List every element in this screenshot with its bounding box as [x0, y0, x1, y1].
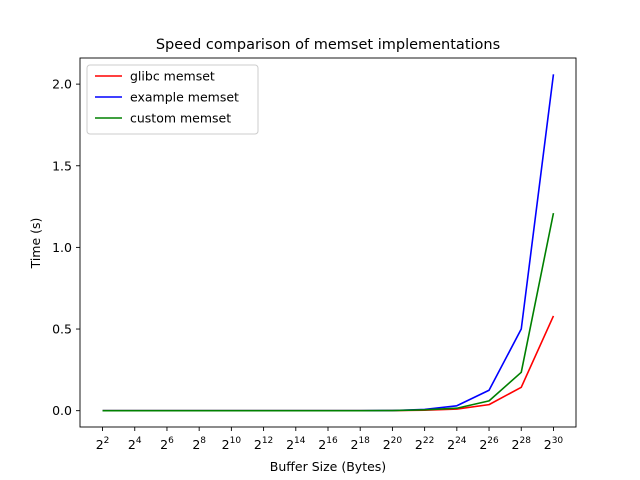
- x-tick-base: 2: [192, 437, 200, 452]
- x-tick-base: 2: [222, 437, 230, 452]
- x-tick-label: 226: [479, 436, 499, 452]
- x-tick-label: 212: [254, 436, 273, 452]
- x-tick-exponent: 14: [294, 436, 306, 446]
- x-tick-label: 218: [351, 436, 371, 452]
- x-tick-label: 222: [415, 436, 434, 452]
- x-tick-exponent: 10: [230, 436, 242, 446]
- x-tick-exponent: 12: [262, 436, 273, 446]
- x-tick-label: 22: [96, 436, 110, 452]
- legend-label: glibc memset: [130, 69, 215, 84]
- y-tick-label: 0.0: [52, 403, 72, 418]
- x-tick-label: 220: [383, 436, 403, 452]
- x-tick-exponent: 22: [423, 436, 434, 446]
- x-tick-exponent: 16: [326, 436, 338, 446]
- x-tick-base: 2: [544, 437, 552, 452]
- x-tick-label: 26: [160, 436, 174, 452]
- x-tick-base: 2: [383, 437, 391, 452]
- x-tick-exponent: 28: [519, 436, 531, 446]
- y-tick-label: 0.5: [52, 322, 72, 337]
- x-tick-base: 2: [96, 437, 104, 452]
- x-tick-base: 2: [286, 437, 294, 452]
- x-tick-base: 2: [128, 437, 136, 452]
- plot-area: 22 24 26 28 210 212 214 216 218 220 222 224 226 228 23…: [52, 57, 577, 452]
- x-tick-exponent: 30: [552, 436, 564, 446]
- x-tick-exponent: 8: [200, 436, 206, 446]
- x-tick-label: 228: [512, 436, 532, 452]
- y-axis-label: Time (s): [28, 218, 43, 270]
- x-tick-exponent: 18: [358, 436, 370, 446]
- x-tick-base: 2: [447, 437, 455, 452]
- legend-label: example memset: [130, 90, 239, 105]
- x-tick-exponent: 24: [455, 436, 467, 446]
- x-tick-label: 216: [318, 436, 338, 452]
- x-tick-exponent: 2: [104, 436, 110, 446]
- series-line-2: [102, 212, 555, 412]
- x-tick-base: 2: [254, 437, 262, 452]
- x-tick-exponent: 4: [136, 436, 142, 446]
- x-tick-label: 214: [286, 436, 306, 452]
- legend: glibc memset example memset custom memset: [86, 64, 259, 135]
- chart-title: Speed comparison of memset implementatio…: [156, 37, 500, 53]
- y-tick-label: 1.0: [52, 240, 72, 255]
- legend-box: [86, 64, 259, 135]
- x-tick-label: 24: [128, 436, 142, 452]
- x-tick-base: 2: [415, 437, 423, 452]
- x-tick-exponent: 6: [168, 436, 174, 446]
- x-tick-label: 230: [544, 436, 564, 452]
- legend-label: custom memset: [130, 111, 231, 126]
- x-tick-exponent: 20: [391, 436, 403, 446]
- x-tick-base: 2: [160, 437, 168, 452]
- x-tick-base: 2: [318, 437, 326, 452]
- x-tick-label: 28: [192, 436, 206, 452]
- x-tick-exponent: 26: [487, 436, 499, 446]
- y-tick-label: 1.5: [52, 158, 72, 173]
- x-tick-base: 2: [512, 437, 520, 452]
- x-tick-base: 2: [479, 437, 487, 452]
- x-axis-label: Buffer Size (Bytes): [270, 459, 386, 474]
- y-tick-label: 2.0: [52, 77, 72, 92]
- x-tick-label: 210: [222, 436, 242, 452]
- x-tick-base: 2: [351, 437, 359, 452]
- x-tick-label: 224: [447, 436, 467, 452]
